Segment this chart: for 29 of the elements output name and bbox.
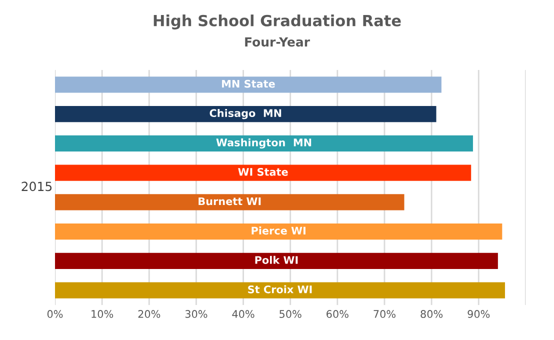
chart-title: High School Graduation Rate: [154, 14, 401, 30]
x-tick-label: 80%: [420, 310, 443, 318]
x-tick-label: 0%: [47, 310, 63, 318]
y-tick-label: WI State: [238, 168, 288, 176]
bar: [55, 76, 442, 93]
x-tick-label: 10%: [92, 310, 114, 318]
y-tick-label: Polk WI: [255, 256, 298, 264]
y-axis-title: 2015: [22, 182, 52, 192]
bar: [55, 135, 473, 152]
chart-subtitle: Four-Year: [245, 37, 310, 47]
x-tick-label: 90%: [468, 310, 490, 318]
y-tick-label: MN State: [222, 80, 275, 88]
bar: [55, 282, 505, 298]
x-tick-label: 40%: [232, 310, 254, 318]
y-tick-label: Washington MN: [216, 138, 312, 149]
x-tick-label: 20%: [138, 310, 160, 318]
y-tick-label: St Croix WI: [248, 285, 312, 294]
bar: [55, 223, 502, 240]
x-tick-label: 70%: [374, 310, 396, 318]
y-tick-label: Burnett WI: [198, 197, 261, 206]
x-tick-label: 50%: [280, 310, 302, 318]
x-tick-label: 30%: [185, 310, 208, 318]
bar: [55, 106, 436, 122]
y-tick-label: Chisago MN: [210, 108, 282, 120]
bar: [55, 252, 498, 270]
y-tick-label: Pierce WI: [252, 226, 306, 235]
x-tick-label: 60%: [326, 310, 348, 318]
bar: [55, 164, 472, 181]
bar: [55, 194, 404, 210]
